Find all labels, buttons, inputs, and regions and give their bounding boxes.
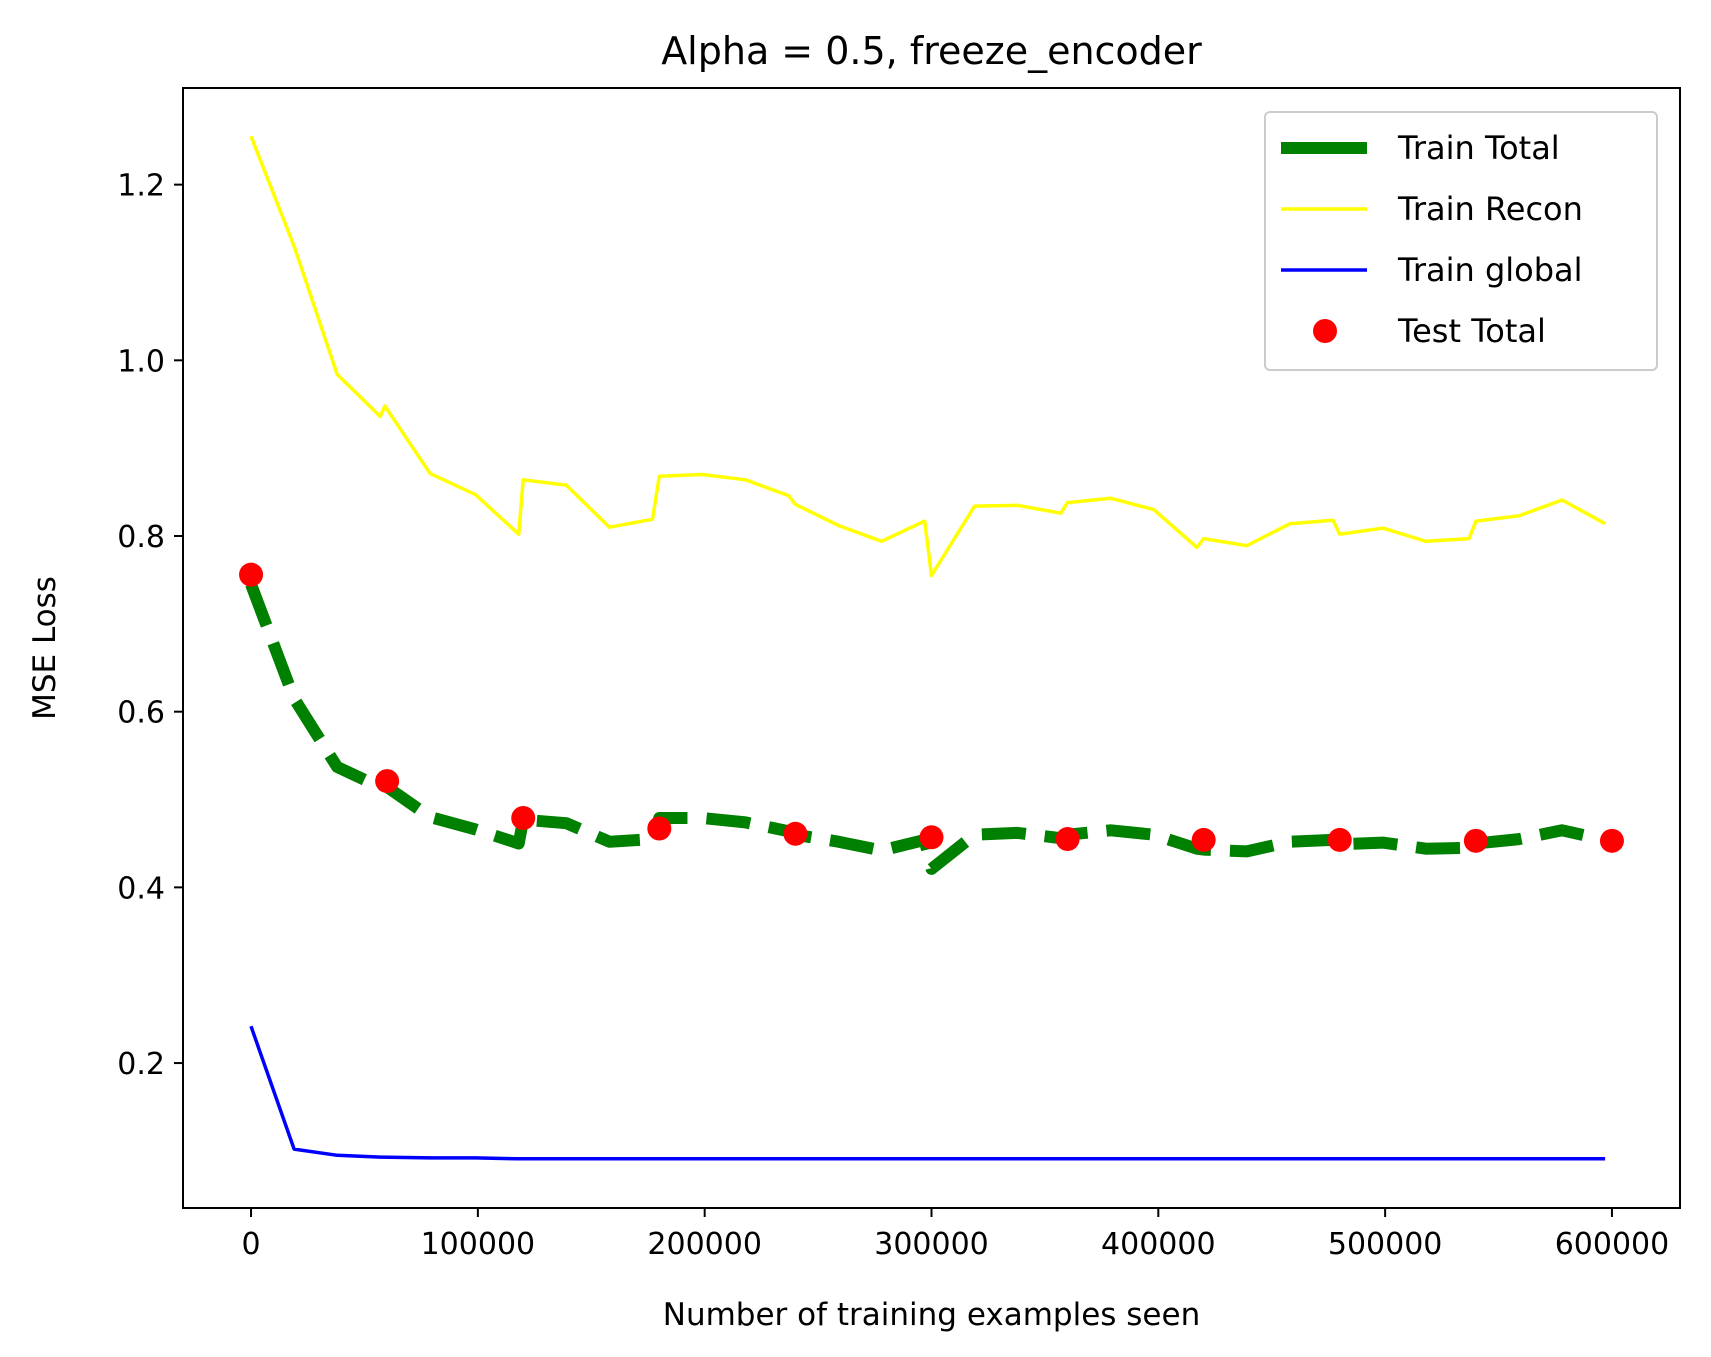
legend-label-train-total: Train Total bbox=[1397, 129, 1560, 167]
series-point-test-total bbox=[1463, 828, 1488, 853]
legend-box bbox=[1264, 111, 1658, 371]
series-line-train-recon bbox=[249, 135, 1606, 578]
x-tick-label: 600000 bbox=[1555, 1227, 1670, 1262]
legend-label-train-recon: Train Recon bbox=[1397, 190, 1583, 228]
series-point-test-total bbox=[239, 562, 264, 587]
x-tick-label: 0 bbox=[241, 1227, 260, 1262]
y-tick-label: 0.4 bbox=[117, 871, 165, 906]
series-line-train-total bbox=[245, 582, 1607, 875]
series-line-train-global bbox=[249, 1025, 1606, 1161]
legend-label-test-total: Test Total bbox=[1397, 312, 1546, 350]
series-point-test-total bbox=[783, 821, 808, 846]
y-tick-label: 1.2 bbox=[117, 169, 165, 204]
series-point-test-total bbox=[647, 816, 672, 841]
series-layer bbox=[239, 135, 1624, 1161]
y-tick-label: 0.6 bbox=[117, 696, 165, 731]
series-point-test-total bbox=[919, 825, 944, 850]
x-tick-label: 200000 bbox=[647, 1227, 762, 1262]
y-axis-label: MSE Loss bbox=[27, 576, 63, 720]
legend-marker-test-total bbox=[1313, 319, 1337, 343]
chart-title: Alpha = 0.5, freeze_encoder bbox=[661, 29, 1202, 73]
series-point-test-total bbox=[1599, 828, 1624, 853]
series-point-test-total bbox=[1327, 827, 1352, 852]
legend: Train Total Train Recon Train global Test T… bbox=[1264, 111, 1658, 371]
series-point-test-total bbox=[511, 805, 536, 830]
y-tick-label: 0.2 bbox=[117, 1047, 165, 1082]
legend-label-train-global: Train global bbox=[1397, 251, 1583, 289]
x-tick-label: 500000 bbox=[1328, 1227, 1443, 1262]
x-tick-label: 400000 bbox=[1101, 1227, 1216, 1262]
ticks-layer: 0 100000 200000 300000 400000 500000 600000 0.2… bbox=[117, 169, 1669, 1262]
x-tick-label: 300000 bbox=[874, 1227, 989, 1262]
y-tick-label: 1.0 bbox=[117, 344, 165, 379]
series-point-test-total bbox=[1191, 827, 1216, 852]
y-tick-label: 0.8 bbox=[117, 520, 165, 555]
x-axis-label: Number of training examples seen bbox=[663, 1297, 1200, 1333]
x-tick-label: 100000 bbox=[421, 1227, 536, 1262]
series-point-test-total bbox=[375, 769, 400, 794]
series-point-test-total bbox=[1055, 827, 1080, 852]
